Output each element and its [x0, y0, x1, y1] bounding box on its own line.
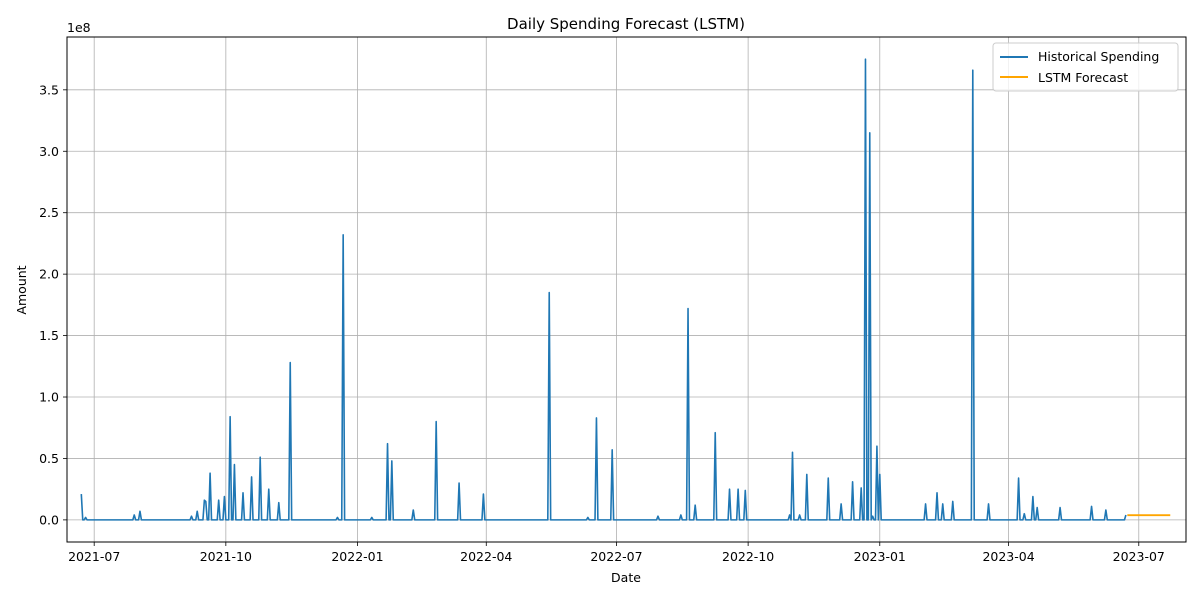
y-tick-label: 1.5	[39, 328, 59, 343]
plot-series	[80, 58, 1171, 521]
legend: Historical Spending LSTM Forecast	[992, 42, 1179, 92]
legend-label-historical: Historical Spending	[1038, 49, 1159, 64]
legend-box	[992, 42, 1179, 92]
x-tick-label: 2021-10	[200, 549, 252, 564]
y-axis-ticks: 0.0 0.5 1.0 1.5 2.0 2.5 3.0 3.5	[39, 82, 67, 527]
y-tick-label: 0.5	[39, 451, 59, 466]
x-tick-label: 2021-07	[68, 549, 120, 564]
x-tick-label: 2022-01	[331, 549, 383, 564]
y-tick-label: 2.0	[39, 267, 59, 282]
y-scale-offset-label: 1e8	[67, 20, 91, 35]
x-axis-ticks: 2021-07 2021-10 2022-01 2022-04 2022-07 2022-…	[68, 542, 1165, 564]
legend-label-forecast: LSTM Forecast	[1038, 70, 1128, 85]
x-tick-label: 2023-07	[1113, 549, 1165, 564]
x-axis-label: Date	[611, 570, 641, 585]
x-tick-label: 2022-07	[590, 549, 642, 564]
x-tick-label: 2022-10	[722, 549, 774, 564]
y-tick-label: 3.0	[39, 144, 59, 159]
chart-title: Daily Spending Forecast (LSTM)	[507, 15, 745, 33]
x-tick-label: 2022-04	[460, 549, 512, 564]
y-tick-label: 0.0	[39, 512, 59, 527]
y-axis-label: Amount	[14, 265, 29, 314]
series-line-historical-spending	[80, 58, 1127, 521]
x-tick-label: 2023-01	[854, 549, 906, 564]
plot-frame	[66, 36, 1187, 543]
y-tick-label: 1.0	[39, 390, 59, 405]
y-tick-label: 2.5	[39, 205, 59, 220]
x-tick-label: 2023-04	[982, 549, 1034, 564]
y-tick-label: 3.5	[39, 82, 59, 97]
